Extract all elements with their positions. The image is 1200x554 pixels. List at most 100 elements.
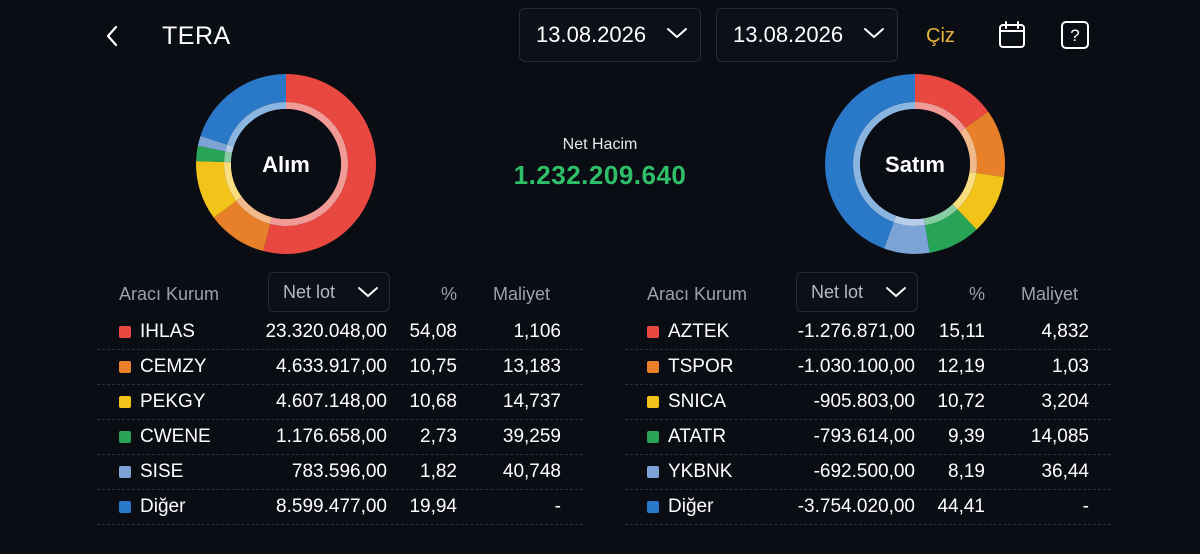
cost-value: - [554, 496, 561, 517]
table-row[interactable]: PEKGY 4.607.148,00 10,68 14,737 [97, 385, 583, 420]
legend-swatch [119, 466, 131, 478]
table-row[interactable]: CEMZY 4.633.917,00 10,75 13,183 [97, 350, 583, 385]
calendar-button[interactable] [997, 20, 1027, 50]
net-lot-value: 23.320.048,00 [265, 321, 387, 342]
table-row[interactable]: SISE 783.596,00 1,82 40,748 [97, 455, 583, 490]
cost-value: 39,259 [502, 426, 561, 447]
buy-chart-label: Alım [262, 152, 310, 177]
broker-name: Diğer [668, 496, 714, 517]
percent-value: 15,11 [938, 321, 985, 342]
buy-cost-column-header: Maliyet [493, 284, 551, 304]
buy-donut-chart: Alım [196, 74, 376, 254]
percent-value: 8,19 [948, 461, 985, 482]
buy-percent-column-header: % [441, 284, 458, 304]
sell-slice-inner-ring [923, 204, 958, 226]
broker-name: CEMZY [140, 356, 207, 377]
buy-slice-ihlas[interactable] [263, 74, 376, 254]
table-row[interactable]: TSPOR -1.030.100,00 12,19 1,03 [625, 350, 1111, 385]
sell-slice-ykbnk[interactable] [884, 222, 930, 254]
buy-broker-column-header: Aracı Kurum [119, 284, 220, 304]
net-lot-value: -905.803,00 [813, 391, 915, 412]
cost-value: - [1082, 496, 1089, 517]
page-title: TERA [162, 22, 231, 50]
net-lot-value: 4.633.917,00 [276, 356, 387, 377]
sell-slice-inner-ring [952, 171, 977, 210]
row-divider [625, 419, 1111, 420]
chevron-down-icon [358, 287, 378, 297]
percent-value: 19,94 [409, 496, 457, 517]
sell-slice-inner-ring [915, 102, 966, 132]
row-divider [97, 454, 583, 455]
table-row[interactable]: IHLAS 23.320.048,00 54,08 1,106 [97, 315, 583, 350]
sell-slice-tspor[interactable] [965, 111, 1005, 177]
sell-broker-column-header: Aracı Kurum [647, 284, 748, 304]
help-button[interactable]: ? [1060, 20, 1090, 50]
svg-text:?: ? [1070, 26, 1079, 45]
broker-name: AZTEK [668, 321, 730, 342]
buy-sort-value: Net lot [283, 281, 336, 302]
net-volume-label: Net Hacim [562, 136, 638, 153]
buy-slice-inner-ring [236, 196, 273, 224]
sell-sort-select[interactable]: Net lot [796, 272, 918, 312]
back-button[interactable] [100, 22, 124, 50]
percent-value: 10,72 [937, 391, 985, 412]
broker-name: SNICA [668, 391, 727, 412]
broker-name: IHLAS [140, 321, 195, 342]
percent-value: 10,68 [409, 391, 457, 412]
sell-donut-chart: Satım [825, 74, 1005, 254]
net-lot-value: -3.754.020,00 [797, 496, 915, 517]
buy-slice-pekgy[interactable] [196, 161, 237, 218]
table-row[interactable]: CWENE 1.176.658,00 2,73 39,259 [97, 420, 583, 455]
legend-swatch [119, 431, 131, 443]
buy-slice-cemzy[interactable] [213, 200, 271, 252]
table-row[interactable]: SNICA -905.803,00 10,72 3,204 [625, 385, 1111, 420]
cost-value: 3,204 [1041, 391, 1089, 412]
row-divider [97, 489, 583, 490]
chevron-down-icon [667, 28, 687, 38]
table-row[interactable]: AZTEK -1.276.871,00 15,11 4,832 [625, 315, 1111, 350]
buy-donut-hole [231, 109, 341, 219]
percent-value: 9,39 [948, 426, 985, 447]
chevron-left-icon [106, 25, 118, 47]
row-divider [625, 489, 1111, 490]
table-row[interactable]: Diğer -3.754.020,00 44,41 - [625, 490, 1111, 525]
net-lot-value: 8.599.477,00 [276, 496, 387, 517]
sell-percent-column-header: % [969, 284, 986, 304]
broker-name: TSPOR [668, 356, 734, 377]
sell-chart-label: Satım [885, 152, 945, 177]
net-lot-value: -1.276.871,00 [797, 321, 915, 342]
start-date-value: 13.08.2026 [536, 22, 647, 47]
buy-slice-sise[interactable] [197, 135, 228, 152]
buy-slice-cwene[interactable] [196, 145, 226, 163]
row-divider [97, 419, 583, 420]
legend-swatch [647, 396, 659, 408]
table-row[interactable]: ATATR -793.614,00 9,39 14,085 [625, 420, 1111, 455]
percent-value: 2,73 [420, 426, 457, 447]
end-date-picker[interactable]: 13.08.2026 [716, 8, 898, 62]
legend-swatch [647, 361, 659, 373]
table-row[interactable]: Diğer 8.599.477,00 19,94 - [97, 490, 583, 525]
percent-value: 12,19 [937, 356, 985, 377]
row-divider [625, 349, 1111, 350]
sell-slice-snica[interactable] [957, 172, 1005, 230]
sell-slice-diğer[interactable] [825, 74, 915, 249]
legend-swatch [119, 326, 131, 338]
buy-slice-diğer[interactable] [200, 74, 286, 145]
calendar-icon [999, 21, 1025, 48]
legend-swatch [647, 501, 659, 513]
broker-name: PEKGY [140, 391, 206, 412]
net-lot-value: -793.614,00 [813, 426, 915, 447]
sell-slice-atatr[interactable] [925, 209, 977, 253]
broker-name: Diğer [140, 496, 186, 517]
draw-button[interactable]: Çiz [926, 25, 955, 47]
sell-slice-aztek[interactable] [915, 74, 989, 128]
cost-value: 40,748 [502, 461, 561, 482]
net-lot-value: -692.500,00 [813, 461, 915, 482]
start-date-picker[interactable]: 13.08.2026 [519, 8, 701, 62]
buy-sort-select[interactable]: Net lot [268, 272, 390, 312]
cost-value: 14,737 [502, 391, 561, 412]
legend-swatch [119, 396, 131, 408]
table-row[interactable]: YKBNK -692.500,00 8,19 36,44 [625, 455, 1111, 490]
cost-value: 14,085 [1030, 426, 1089, 447]
buy-slice-inner-ring [227, 102, 286, 147]
